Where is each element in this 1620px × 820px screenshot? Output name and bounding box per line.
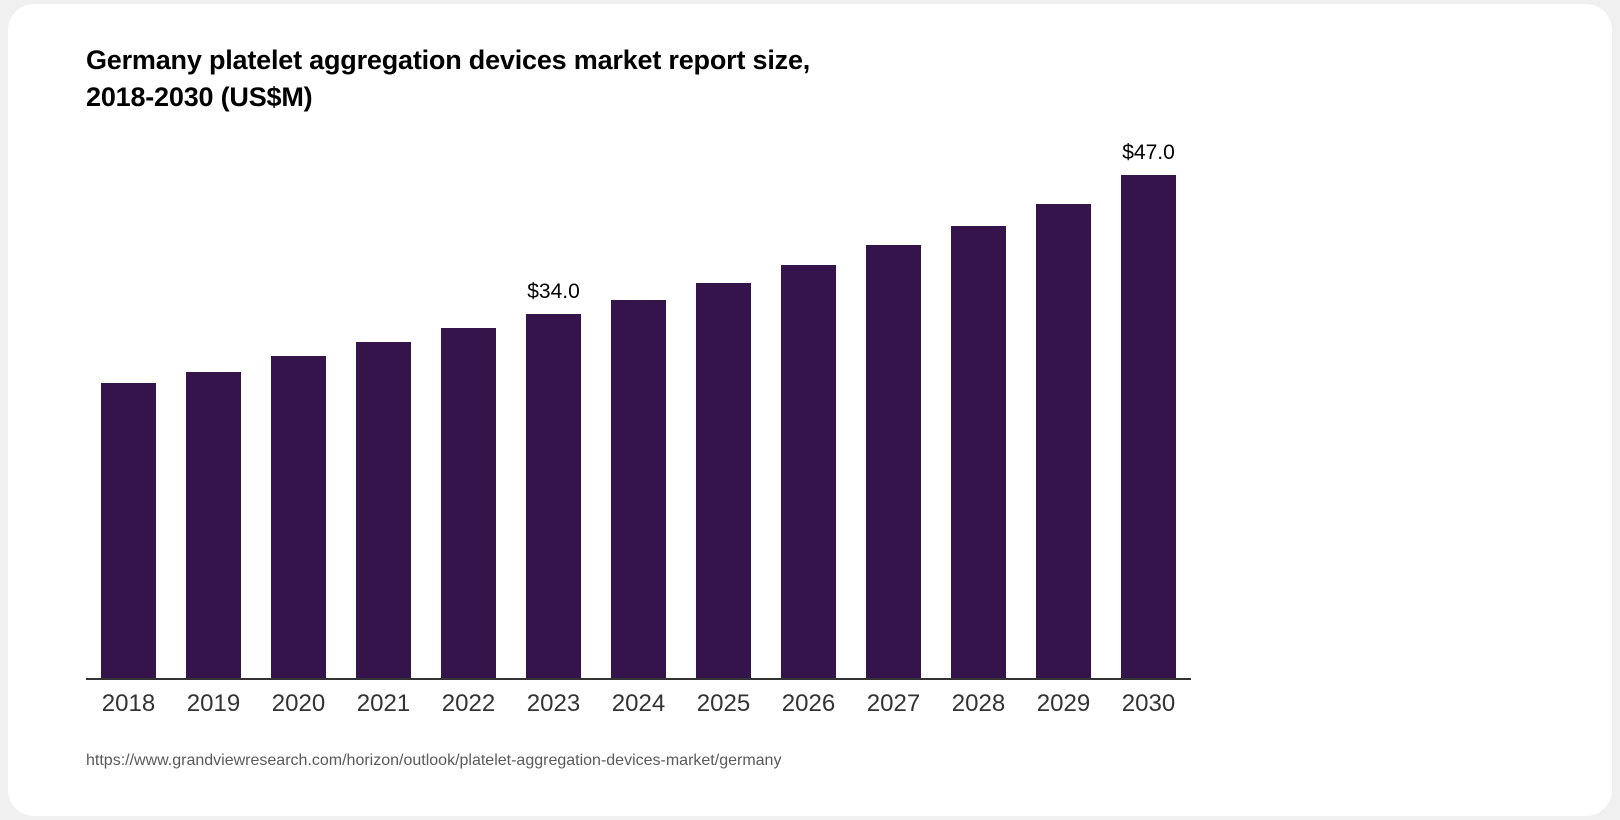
chart-title-line-2: 2018-2030 (US$M) (86, 82, 313, 113)
bar[interactable] (441, 328, 496, 678)
bar-slot: $34.0 (511, 122, 596, 678)
bar-value-label: $47.0 (1122, 141, 1175, 165)
bar-slot (851, 122, 936, 678)
bar-slot (86, 122, 171, 678)
bar-slot (936, 122, 1021, 678)
bar-slot (1021, 122, 1106, 678)
bar-slot (426, 122, 511, 678)
plot-area: $34.0 $47.0 (86, 122, 1196, 680)
bar-slot (766, 122, 851, 678)
bar-slot (341, 122, 426, 678)
bar[interactable] (1121, 175, 1176, 678)
x-axis-label-2023: 2023 (526, 690, 581, 717)
bar[interactable] (526, 314, 581, 678)
x-axis-label-2019: 2019 (186, 690, 241, 717)
x-axis-label-2022: 2022 (441, 690, 496, 717)
bar-slot (256, 122, 341, 678)
chart-title-line-1: Germany platelet aggregation devices mar… (86, 45, 811, 75)
x-axis-label-2025: 2025 (696, 690, 751, 717)
x-axis-label-2020: 2020 (271, 690, 326, 717)
bar-value-label: $34.0 (527, 280, 580, 304)
bar-slot: $47.0 (1106, 122, 1191, 678)
chart-title: Germany platelet aggregation devices mar… (86, 42, 1186, 117)
bar[interactable] (696, 283, 751, 678)
x-axis-label-2024: 2024 (611, 690, 666, 717)
bar[interactable] (271, 356, 326, 678)
bar[interactable] (781, 265, 836, 678)
bar[interactable] (611, 299, 666, 678)
x-axis-tick-labels: 2018 2019 2020 2021 2022 2023 2024 2025 2026 2027… (86, 690, 1191, 726)
source-url[interactable]: https://www.grandviewresearch.com/horizo… (86, 752, 782, 769)
bar[interactable] (186, 372, 241, 678)
x-axis-label-2026: 2026 (781, 690, 836, 717)
x-axis-label-2021: 2021 (356, 690, 411, 717)
x-axis-label-2029: 2029 (1036, 690, 1091, 717)
bar-slot (171, 122, 256, 678)
bar-slot (596, 122, 681, 678)
bar-slot (681, 122, 766, 678)
bar[interactable] (866, 244, 921, 678)
bar-series: $34.0 $47.0 (86, 122, 1191, 678)
bar[interactable] (951, 225, 1006, 678)
x-axis-line (86, 678, 1191, 680)
x-axis-label-2028: 2028 (951, 690, 1006, 717)
x-axis-label-2030: 2030 (1121, 690, 1176, 717)
x-axis-label-2018: 2018 (101, 690, 156, 717)
x-axis-label-2027: 2027 (866, 690, 921, 717)
chart-card: Germany platelet aggregation devices mar… (8, 4, 1612, 816)
bar[interactable] (356, 342, 411, 678)
bar[interactable] (1036, 204, 1091, 678)
bar[interactable] (101, 382, 156, 678)
